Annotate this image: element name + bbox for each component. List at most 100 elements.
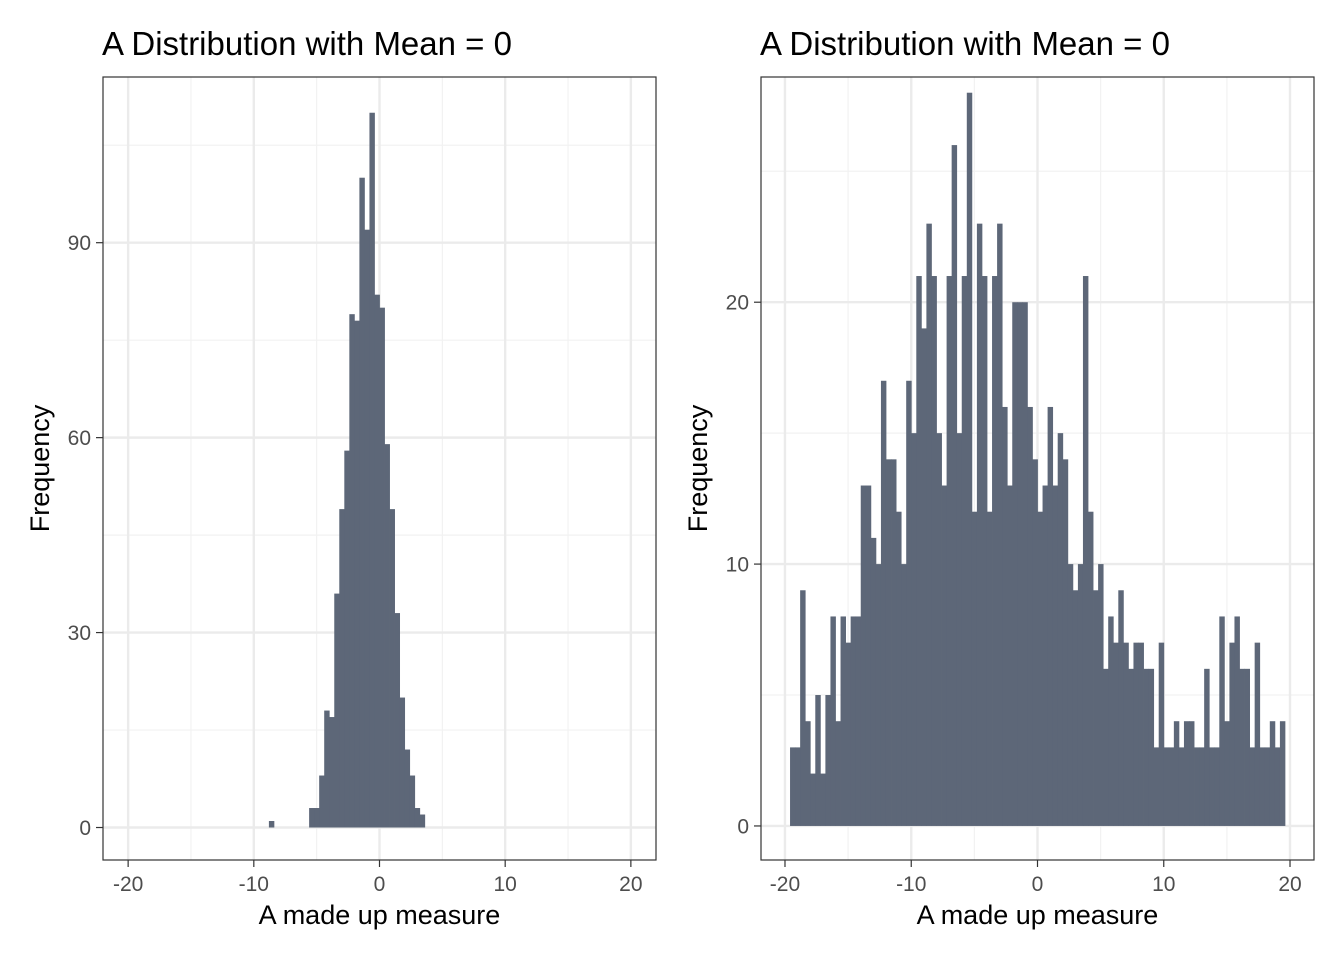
y-tick-label: 10 — [726, 554, 749, 577]
histogram-bar — [419, 814, 426, 828]
histogram-bar — [354, 320, 360, 828]
left-chart-title: A Distribution with Mean = 0 — [102, 25, 512, 62]
histogram-bar — [800, 590, 806, 826]
right-chart-title: A Distribution with Mean = 0 — [760, 25, 1170, 62]
histogram-bar — [1113, 642, 1119, 826]
histogram-bar — [324, 710, 330, 828]
left-histogram-panel: A Distribution with Mean = 0 -20 -10 0 10 20… — [25, 25, 657, 930]
histogram-bar — [805, 721, 811, 826]
histogram-bar — [815, 695, 821, 826]
histogram-bar — [329, 717, 335, 828]
histogram-bar — [941, 485, 947, 826]
histogram-bar — [1183, 721, 1190, 826]
histogram-bar — [1022, 302, 1028, 826]
histogram-bar — [1103, 668, 1109, 826]
histogram-bar — [319, 775, 325, 828]
histogram-bar — [369, 112, 375, 828]
histogram-bar — [1052, 485, 1059, 826]
histogram-bar — [339, 509, 345, 828]
histogram-bar — [1128, 668, 1134, 826]
histogram-bar — [880, 380, 887, 826]
histogram-bar — [1264, 747, 1271, 826]
histogram-bar — [1199, 747, 1205, 826]
histogram-bar — [790, 747, 796, 826]
histogram-bar — [916, 276, 922, 826]
histogram-bar — [1163, 747, 1170, 826]
x-tick-label: -20 — [113, 873, 143, 896]
x-tick-label: 10 — [1152, 873, 1175, 896]
histogram-bar — [364, 229, 370, 828]
histogram-bar — [1082, 276, 1089, 826]
x-tick-label: 0 — [1032, 873, 1044, 896]
histogram-bar — [1279, 721, 1286, 826]
histogram-bar — [992, 276, 998, 826]
histogram-bar — [1062, 459, 1069, 826]
histogram-bar — [1274, 747, 1281, 826]
histogram-bar — [399, 697, 406, 828]
histogram-bar — [268, 821, 275, 828]
histogram-bar — [344, 450, 350, 828]
histogram-bar — [309, 808, 315, 828]
histogram-bar — [1032, 459, 1038, 826]
x-tick-label: -20 — [770, 873, 800, 896]
histogram-bar — [1007, 485, 1013, 826]
histogram-bar — [951, 145, 958, 826]
histogram-bar — [825, 695, 831, 826]
histogram-bar — [1173, 721, 1180, 826]
histogram-bar — [394, 613, 401, 828]
right-histogram-panel: A Distribution with Mean = 0 -20 -10 0 10 20… — [683, 25, 1315, 930]
histogram-bar — [404, 749, 411, 828]
histogram-bar — [409, 775, 416, 828]
histogram-bar — [1148, 668, 1155, 826]
histogram-bar — [835, 721, 841, 826]
histogram-bar — [1108, 616, 1114, 826]
histogram-bar — [956, 433, 963, 826]
histogram-bar — [1239, 668, 1245, 826]
histogram-bar — [314, 808, 320, 828]
histogram-bar — [901, 564, 907, 826]
histogram-bar — [1244, 668, 1251, 826]
histogram-bar — [1072, 590, 1079, 826]
histogram-bar — [1254, 642, 1261, 826]
x-tick-label: -10 — [239, 873, 269, 896]
histogram-bar — [1269, 721, 1276, 826]
histogram-bar — [1219, 616, 1225, 826]
histogram-bar — [845, 642, 852, 826]
histogram-bar — [389, 509, 395, 828]
y-tick-label: 60 — [68, 427, 91, 450]
histogram-bar — [1042, 485, 1049, 826]
histogram-bar — [1098, 564, 1104, 826]
y-tick-label: 90 — [68, 232, 91, 255]
histogram-bar — [865, 485, 872, 826]
histogram-bar — [1229, 642, 1235, 826]
histogram-bar — [1224, 721, 1230, 826]
histogram-bar — [885, 459, 892, 826]
histogram-bar — [906, 380, 912, 826]
right-axis-ticks: -20 -10 0 10 20 0 10 20 — [726, 292, 1302, 896]
y-tick-label: 20 — [726, 292, 749, 315]
histogram-bar — [1234, 616, 1240, 826]
x-tick-label: -10 — [896, 873, 926, 896]
right-y-axis-title: Frequency — [683, 404, 713, 532]
histogram-bar — [870, 537, 877, 826]
x-tick-label: 0 — [374, 873, 386, 896]
y-tick-label: 30 — [68, 622, 91, 645]
histogram-bar — [359, 177, 365, 828]
right-x-axis-title: A made up measure — [917, 900, 1159, 930]
histogram-bar — [961, 276, 968, 826]
histogram-bar — [921, 328, 927, 826]
histogram-bar — [896, 511, 902, 826]
x-tick-label: 20 — [619, 873, 642, 896]
histogram-bar — [820, 773, 826, 826]
histogram-bar — [349, 314, 355, 828]
histogram-bar — [1259, 747, 1266, 826]
histogram-bar — [1037, 511, 1043, 826]
histogram-bar — [1168, 747, 1175, 826]
histogram-bar — [971, 511, 978, 826]
histogram-bar — [1178, 747, 1185, 826]
histogram-bar — [1002, 406, 1008, 826]
y-tick-label: 0 — [737, 815, 749, 838]
left-bars — [268, 112, 426, 828]
histogram-bar — [1123, 642, 1129, 826]
